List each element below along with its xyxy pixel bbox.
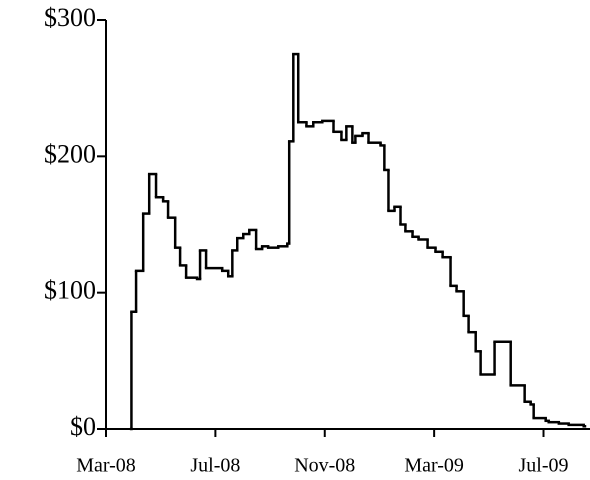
x-tick-label: Jul-09	[519, 455, 569, 477]
x-tick-label: Nov-08	[294, 455, 355, 477]
y-tick-label: $200	[44, 139, 96, 168]
x-tick-label: Mar-08	[76, 455, 136, 477]
y-tick-label: $300	[44, 3, 96, 32]
x-tick-label: Jul-08	[190, 455, 240, 477]
x-tick-label: Mar-09	[404, 455, 464, 477]
y-tick-label: $0	[70, 412, 96, 441]
y-tick-label: $100	[44, 276, 96, 305]
